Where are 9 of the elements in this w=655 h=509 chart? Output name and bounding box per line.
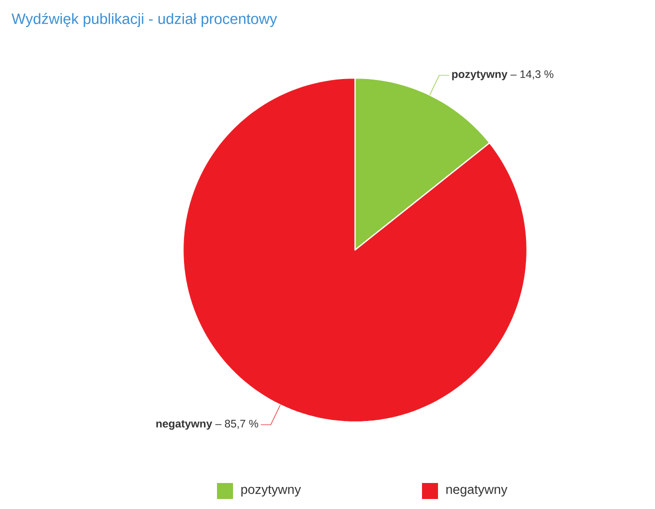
text: – — [215, 424, 222, 426]
text: – — [510, 74, 517, 76]
slice-label: negatywny — [156, 420, 212, 430]
chart-title: Wydźwięk publikacji - udział procentowy — [12, 12, 278, 28]
data-label: 85,7 % — [224, 420, 258, 429]
slice-label: pozytywny — [452, 70, 508, 80]
data-label: 14,3 % — [520, 70, 554, 80]
legend-label: negatywny — [446, 485, 508, 497]
legend-label: pozytywny — [241, 485, 301, 497]
